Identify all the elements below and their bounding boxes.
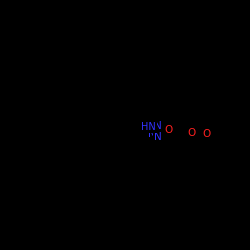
Text: HN: HN <box>141 122 156 132</box>
Text: N: N <box>154 121 162 131</box>
Text: N: N <box>154 132 162 142</box>
Text: O: O <box>202 129 210 139</box>
Text: O: O <box>188 128 196 138</box>
Text: O: O <box>164 124 173 134</box>
Text: N: N <box>148 124 155 134</box>
Text: N: N <box>148 129 155 139</box>
